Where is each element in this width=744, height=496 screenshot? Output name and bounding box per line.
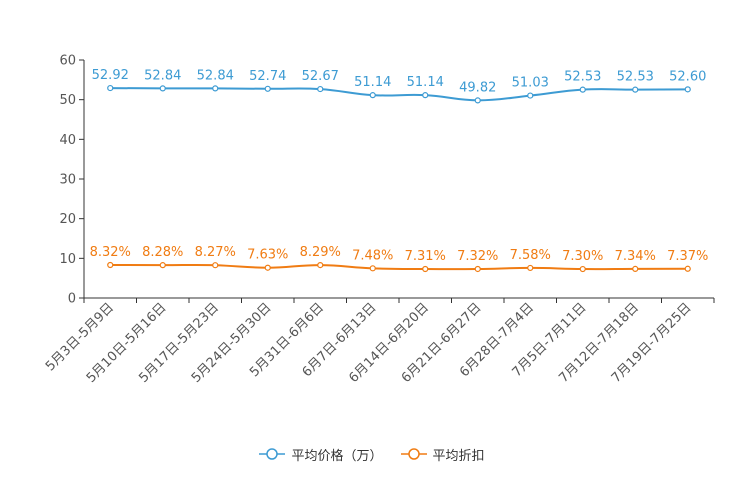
data-point (317, 85, 324, 93)
data-label: 7.58% (510, 248, 551, 263)
y-tick-label: 30 (59, 173, 76, 188)
data-point (369, 92, 376, 99)
data-point (527, 92, 534, 99)
data-label: 51.03 (512, 76, 549, 91)
legend-label-price: 平均价格（万） (291, 448, 383, 464)
data-point (527, 264, 534, 272)
data-point (107, 261, 114, 269)
data-point (579, 265, 586, 273)
legend: 平均价格（万） 平均折扣 (0, 444, 744, 464)
legend-item-price[interactable]: 平均价格（万） (259, 445, 383, 464)
data-label: 7.37% (667, 249, 708, 264)
data-label: 8.32% (90, 245, 131, 260)
data-label: 7.31% (405, 249, 446, 264)
data-point (264, 264, 271, 271)
data-point (212, 85, 219, 92)
data-label: 52.53 (617, 70, 654, 85)
legend-line-circle-icon (400, 448, 427, 460)
data-point (474, 265, 481, 273)
data-label: 52.53 (564, 70, 601, 85)
data-point (632, 86, 639, 93)
y-tick-label: 60 (59, 54, 76, 69)
data-label: 52.84 (144, 68, 181, 83)
data-label: 51.14 (354, 75, 391, 90)
data-point (107, 84, 114, 92)
data-point (632, 265, 639, 272)
data-point (422, 92, 429, 99)
legend-line-circle-icon (259, 448, 286, 460)
data-label: 51.14 (407, 75, 444, 90)
series-line-1 (110, 87, 688, 102)
data-label: 52.74 (249, 69, 286, 84)
legend-item-discount[interactable]: 平均折扣 (400, 445, 485, 464)
data-label: 8.29% (300, 245, 341, 260)
data-label: 7.30% (562, 249, 603, 264)
data-point (264, 85, 271, 92)
y-tick-label: 40 (59, 133, 76, 148)
data-point (474, 97, 481, 104)
data-label: 7.63% (247, 248, 288, 263)
data-point (159, 262, 166, 269)
data-label: 52.84 (197, 68, 234, 83)
data-label: 52.92 (92, 68, 129, 83)
y-tick-label: 50 (59, 93, 76, 108)
y-tick-label: 0 (68, 292, 76, 307)
data-point (369, 265, 376, 272)
data-label: 8.27% (195, 245, 236, 260)
series-line-2 (110, 263, 688, 271)
data-label: 52.67 (302, 69, 339, 84)
legend-label-discount: 平均折扣 (432, 448, 485, 464)
data-label: 49.82 (459, 80, 496, 95)
y-tick-label: 10 (59, 252, 76, 267)
data-label: 52.60 (669, 69, 706, 84)
data-point (684, 265, 691, 272)
data-point (317, 262, 324, 269)
data-label: 8.28% (142, 245, 183, 260)
data-point (159, 85, 166, 92)
data-label: 7.32% (457, 249, 498, 264)
data-label: 7.48% (352, 248, 393, 263)
data-point (212, 262, 219, 269)
data-point (579, 86, 586, 93)
data-point (422, 265, 429, 273)
data-point (684, 86, 691, 93)
data-label: 7.34% (615, 249, 656, 264)
y-tick-label: 20 (59, 212, 76, 227)
